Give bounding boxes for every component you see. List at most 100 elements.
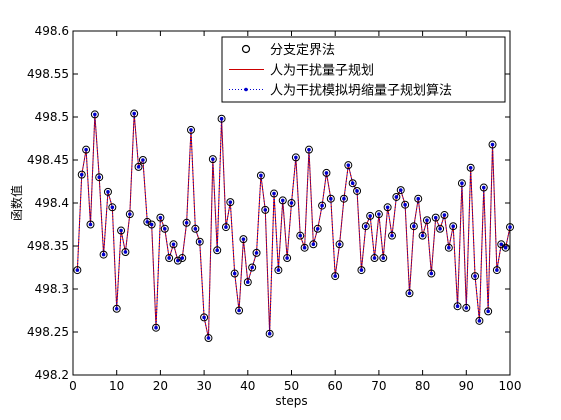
data-point-simulated-collapse [451,224,455,229]
y-tick-label: 498.4 [35,196,69,210]
data-point-branch-bound [366,211,375,220]
data-point-simulated-collapse [508,225,512,229]
data-point-branch-bound [138,156,147,164]
data-point-branch-bound [488,140,497,149]
data-point-branch-bound [326,194,335,203]
data-point-branch-bound [339,194,348,203]
data-point-branch-bound [370,254,379,263]
data-point-branch-bound [484,307,493,316]
data-point-simulated-collapse [193,227,198,231]
x-tick-label: 100 [499,379,522,393]
data-point-simulated-collapse [202,315,206,320]
data-point-branch-bound [287,199,296,207]
legend-entry-branch-bound: 分支定界法 [270,43,335,58]
data-point-simulated-collapse [88,222,93,227]
data-point-simulated-collapse [342,196,346,201]
data-point-branch-bound [444,243,453,252]
data-point-simulated-collapse [433,215,438,220]
data-point-simulated-collapse [468,165,473,170]
data-point-branch-bound [90,110,99,119]
x-tick-label: 0 [69,379,77,393]
data-point-simulated-collapse [189,128,193,132]
data-point-simulated-collapse [119,228,123,233]
data-point-simulated-collapse [359,268,364,272]
data-point-simulated-collapse [110,205,115,210]
data-point-simulated-collapse [228,200,233,204]
data-point-branch-bound [108,203,117,212]
data-point-simulated-collapse [84,147,88,152]
data-point-simulated-collapse [425,218,429,222]
data-point-simulated-collapse [250,265,254,270]
data-point-simulated-collapse [197,239,202,244]
y-tick-label: 498.25 [27,325,69,339]
data-point-simulated-collapse [495,268,499,272]
data-point-simulated-collapse [246,280,250,284]
data-point-branch-bound [99,250,108,259]
data-point-simulated-collapse [486,309,490,314]
data-point-simulated-collapse [337,242,342,247]
series-layer [73,109,514,343]
data-point-branch-bound [379,254,388,263]
data-point-simulated-collapse [372,256,377,260]
data-point-branch-bound [221,223,230,232]
data-point-branch-bound [313,224,322,233]
data-point-simulated-collapse [447,245,451,250]
y-tick-label: 498.55 [27,67,69,81]
data-point-branch-bound [178,254,187,263]
data-point-branch-bound [130,109,139,118]
data-point-simulated-collapse [259,173,263,178]
legend-box [221,36,506,103]
data-point-branch-bound [248,263,257,272]
data-point-simulated-collapse [442,213,447,217]
data-point-branch-bound [143,217,152,226]
data-point-branch-bound [322,168,331,177]
data-point-simulated-collapse [320,203,324,208]
data-point-simulated-collapse [412,224,416,229]
data-point-branch-bound [213,246,222,255]
data-point-simulated-collapse [93,112,97,117]
data-point-branch-bound [235,306,244,315]
data-point-simulated-collapse [385,205,390,210]
data-point-branch-bound [195,237,204,246]
data-point-simulated-collapse [158,215,163,220]
data-point-branch-bound [156,213,165,222]
data-point-simulated-collapse [394,195,399,199]
data-point-branch-bound [274,266,283,275]
data-point-branch-bound [457,179,466,188]
data-point-simulated-collapse [460,181,464,186]
data-point-simulated-collapse [416,196,421,201]
data-point-branch-bound [392,192,401,201]
data-point-simulated-collapse [149,222,154,227]
data-point-simulated-collapse [481,185,486,190]
data-point-simulated-collapse [503,245,508,250]
data-point-simulated-collapse [224,225,228,229]
data-point-branch-bound [256,171,265,180]
data-point-branch-bound [239,235,248,244]
data-point-branch-bound [173,256,182,265]
data-point-branch-bound [309,240,318,249]
data-point-simulated-collapse [294,155,298,160]
data-point-simulated-collapse [276,268,281,272]
data-point-simulated-collapse [420,233,425,238]
data-point-simulated-collapse [473,274,477,278]
data-point-simulated-collapse [267,331,272,336]
data-point-branch-bound [331,272,340,281]
data-point-simulated-collapse [184,220,189,225]
data-point-simulated-collapse [106,190,110,194]
data-point-simulated-collapse [232,271,237,276]
data-point-branch-bound [479,183,488,192]
data-point-branch-bound [278,196,287,205]
data-point-simulated-collapse [324,171,329,175]
data-point-branch-bound [462,303,471,312]
data-point-simulated-collapse [75,268,80,272]
data-point-simulated-collapse [403,202,407,207]
data-point-simulated-collapse [398,188,403,192]
y-tick-label: 498.3 [35,282,69,296]
y-tick-label: 498.2 [35,368,69,382]
data-point-branch-bound [304,145,313,154]
data-point-simulated-collapse [381,256,386,260]
data-point-simulated-collapse [154,325,158,330]
data-point-simulated-collapse [272,191,276,196]
data-point-branch-bound [283,254,292,263]
data-point-simulated-collapse [490,142,495,147]
